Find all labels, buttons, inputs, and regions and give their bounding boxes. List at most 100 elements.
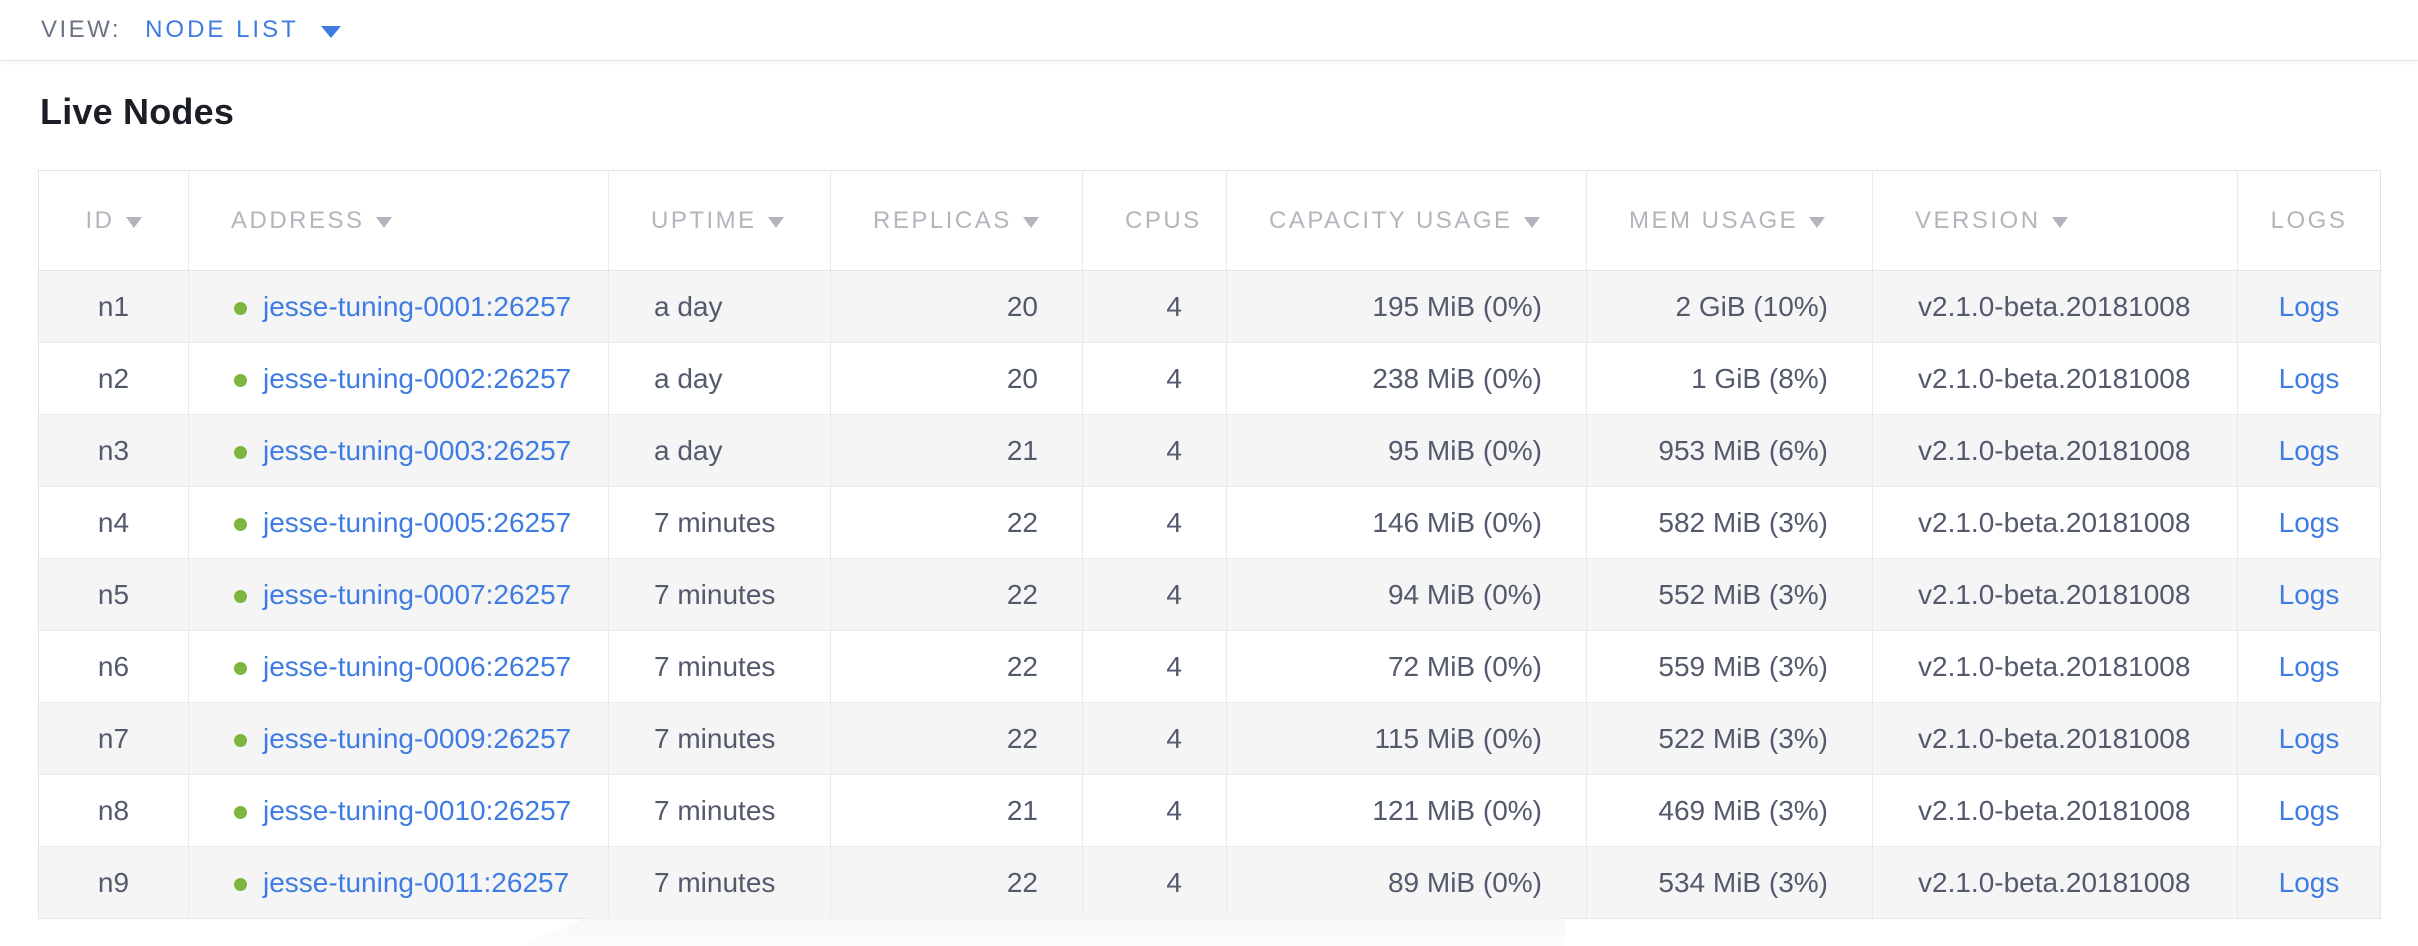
live-status-icon (234, 877, 247, 891)
column-label-capacity: CAPACITY USAGE (1269, 206, 1513, 234)
bottom-shadow (520, 915, 1565, 946)
uptime-cell: a day (608, 270, 831, 343)
node-address-link[interactable]: jesse-tuning-0005:26257 (263, 506, 572, 538)
replicas-cell: 21 (830, 414, 1083, 487)
logs-cell: Logs (2237, 630, 2381, 703)
replicas-cell: 22 (830, 846, 1083, 919)
node-row-n2: n2 jesse-tuning-0002:26257 a day 20 4 238 MiB… (38, 342, 2381, 415)
node-row-n1: n1 jesse-tuning-0001:26257 a day 20 4 195 MiB… (38, 270, 2381, 343)
sort-desc-icon (1523, 216, 1540, 228)
view-label: VIEW: (41, 16, 122, 43)
uptime-cell: a day (608, 342, 831, 415)
uptime-cell: a day (608, 414, 831, 487)
page-title: Live Nodes (40, 91, 235, 132)
address-cell: jesse-tuning-0003:26257 (188, 414, 609, 487)
logs-cell: Logs (2238, 271, 2381, 343)
node-address-link[interactable]: jesse-tuning-0006:26257 (263, 650, 572, 682)
cpus-cell: 4 (1082, 342, 1227, 415)
node-logs-link[interactable]: Logs (2278, 578, 2340, 610)
node-address-link[interactable]: jesse-tuning-0010:26257 (263, 794, 572, 826)
table-header: ID ADDRESS UPTIME REPLICAS CPUS CAPACITY USAG… (38, 170, 2381, 271)
uptime-cell: 7 minutes (608, 846, 831, 919)
id-cell: n2 (38, 342, 189, 415)
address-cell: jesse-tuning-0011:26257 (188, 846, 609, 919)
cpus-cell: 4 (1082, 414, 1227, 487)
node-logs-link[interactable]: Logs (2278, 362, 2340, 394)
replicas-cell: 22 (830, 486, 1083, 559)
mem-cell: 953 MiB (6%) (1586, 414, 1873, 487)
id-cell: n7 (38, 702, 189, 775)
column-label-id: ID (85, 206, 115, 234)
column-label-logs: LOGS (2270, 206, 2348, 234)
id-cell: n3 (38, 414, 189, 487)
live-status-icon (234, 589, 247, 603)
node-logs-link[interactable]: Logs (2278, 794, 2340, 826)
node-logs-link[interactable]: Logs (2278, 650, 2340, 682)
version-cell: v2.1.0-beta.20181008 (1872, 270, 2238, 343)
uptime-cell: 7 minutes (608, 558, 831, 631)
live-status-icon (234, 301, 247, 315)
logs-cell: Logs (2237, 846, 2381, 919)
replicas-cell: 22 (830, 558, 1083, 631)
mem-cell: 522 MiB (3%) (1586, 702, 1873, 775)
sort-desc-icon (375, 216, 392, 228)
cpus-cell: 4 (1082, 702, 1227, 775)
node-logs-link[interactable]: Logs (2278, 290, 2340, 322)
address-cell: jesse-tuning-0010:26257 (188, 774, 609, 847)
node-address-link[interactable]: jesse-tuning-0003:26257 (263, 434, 572, 466)
node-row-n6: n6 jesse-tuning-0006:26257 7 minutes 22 4 72 … (38, 630, 2381, 703)
node-row-n4: n4 jesse-tuning-0005:26257 7 minutes 22 4 146… (38, 486, 2381, 559)
column-header-cpus: CPUS (1082, 170, 1227, 271)
node-address-link[interactable]: jesse-tuning-0007:26257 (263, 578, 572, 610)
node-row-n5: n5 jesse-tuning-0007:26257 7 minutes 22 4 94 … (38, 558, 2381, 631)
node-address-link[interactable]: jesse-tuning-0009:26257 (263, 722, 572, 754)
mem-cell: 469 MiB (3%) (1586, 774, 1873, 847)
node-address-link[interactable]: jesse-tuning-0011:26257 (263, 866, 570, 898)
node-row-n8: n8 jesse-tuning-0010:26257 7 minutes 21 4 121… (38, 774, 2381, 847)
column-header-version[interactable]: VERSION (1872, 170, 2238, 271)
table-header-row: ID ADDRESS UPTIME REPLICAS CPUS CAPACITY USAG… (38, 170, 2381, 271)
sort-desc-icon (125, 216, 142, 228)
column-label-version: VERSION (1915, 206, 2041, 234)
uptime-cell: 7 minutes (608, 630, 831, 703)
sort-desc-icon (1809, 216, 1826, 228)
column-header-address[interactable]: ADDRESS (188, 170, 609, 271)
view-dropdown[interactable]: NODE LIST (145, 16, 341, 44)
capacity-cell: 94 MiB (0%) (1226, 558, 1587, 631)
version-cell: v2.1.0-beta.20181008 (1872, 414, 2238, 487)
table-body: n1 jesse-tuning-0001:26257 a day 20 4 195 MiB… (38, 270, 2381, 919)
version-cell: v2.1.0-beta.20181008 (1872, 342, 2238, 415)
replicas-cell: 22 (830, 702, 1083, 775)
capacity-cell: 95 MiB (0%) (1226, 414, 1587, 487)
capacity-cell: 238 MiB (0%) (1226, 342, 1587, 415)
column-header-mem[interactable]: MEM USAGE (1586, 170, 1873, 271)
column-header-replicas[interactable]: REPLICAS (830, 170, 1083, 271)
uptime-cell: 7 minutes (608, 702, 831, 775)
version-cell: v2.1.0-beta.20181008 (1872, 846, 2238, 919)
node-logs-link[interactable]: Logs (2278, 722, 2340, 754)
mem-cell: 2 GiB (10%) (1586, 270, 1873, 343)
capacity-cell: 195 MiB (0%) (1226, 270, 1587, 343)
column-label-uptime: UPTIME (651, 206, 757, 234)
mem-cell: 534 MiB (3%) (1586, 846, 1873, 919)
logs-cell: Logs (2237, 486, 2381, 559)
logs-cell: Logs (2237, 558, 2381, 631)
version-cell: v2.1.0-beta.20181008 (1872, 702, 2238, 775)
capacity-cell: 115 MiB (0%) (1226, 702, 1587, 775)
column-label-mem: MEM USAGE (1629, 206, 1799, 234)
logs-cell: Logs (2237, 342, 2381, 415)
capacity-cell: 121 MiB (0%) (1226, 774, 1587, 847)
column-header-id[interactable]: ID (38, 170, 189, 271)
id-cell: n5 (38, 558, 189, 631)
cpus-cell: 4 (1082, 846, 1227, 919)
node-logs-link[interactable]: Logs (2278, 506, 2340, 538)
node-logs-link[interactable]: Logs (2278, 866, 2340, 898)
node-address-link[interactable]: jesse-tuning-0002:26257 (263, 362, 572, 394)
live-status-icon (234, 733, 247, 747)
node-address-link[interactable]: jesse-tuning-0001:26257 (263, 290, 572, 322)
column-label-replicas: REPLICAS (873, 206, 1012, 234)
column-header-uptime[interactable]: UPTIME (608, 170, 831, 271)
version-cell: v2.1.0-beta.20181008 (1872, 774, 2238, 847)
column-header-capacity[interactable]: CAPACITY USAGE (1226, 170, 1587, 271)
node-logs-link[interactable]: Logs (2278, 434, 2340, 466)
